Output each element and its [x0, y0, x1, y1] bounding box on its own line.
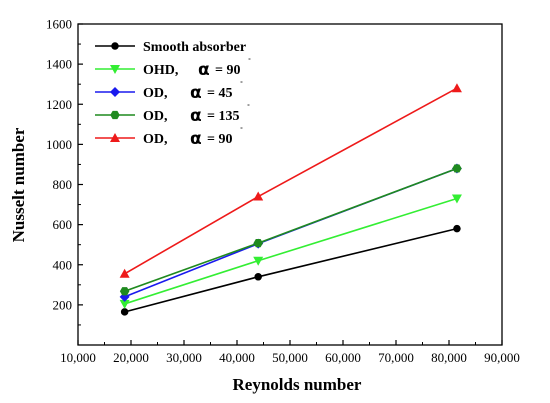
legend-angle-value: = 135 [207, 109, 239, 124]
x-tick-label: 10,000 [60, 350, 96, 365]
plot-area-frame [77, 23, 503, 346]
x-tick-label: 70,000 [378, 350, 414, 365]
data-point [253, 238, 263, 248]
x-tick-label: 50,000 [272, 350, 308, 365]
legend-angle-value: = 45 [207, 86, 232, 101]
series-1 [119, 194, 462, 309]
legend-item: Smooth absorber [95, 40, 246, 55]
data-point [119, 268, 130, 278]
series-line [124, 167, 458, 292]
series-3 [119, 164, 462, 296]
x-axis-title: Reynolds number [233, 375, 362, 394]
legend-item: OD, α = 135 ˚ [95, 103, 250, 126]
data-point [119, 299, 130, 309]
y-tick-label: 400 [53, 257, 73, 272]
y-tick-label: 1400 [46, 57, 72, 72]
legend-degree-mark: ˚ [240, 126, 243, 136]
legend-marker [110, 110, 120, 120]
y-tick-label: 1200 [46, 97, 72, 112]
legend-marker [110, 87, 120, 97]
legend-alpha-symbol: α [198, 60, 210, 80]
x-tick-label: 20,000 [113, 350, 149, 365]
legend-degree-mark: ˚ [240, 80, 243, 90]
y-tick-label: 200 [53, 297, 73, 312]
series-line [124, 227, 458, 313]
legend-alpha-symbol: α [190, 129, 202, 149]
legend-item: OD, α = 90 ˚ [95, 126, 243, 149]
y-tick-label: 1600 [46, 17, 72, 32]
legend-degree-mark: ˚ [248, 57, 251, 67]
legend-angle-value: = 90 [215, 63, 240, 78]
legend-degree-mark: ˚ [247, 103, 250, 113]
x-tick-label: 60,000 [325, 350, 361, 365]
legend-alpha-symbol: α [190, 83, 202, 103]
legend-item: OHD, α = 90 ˚ [95, 57, 251, 80]
legend-label: OD, [143, 132, 168, 147]
legend-label: OHD, [143, 63, 178, 78]
y-tick-label: 800 [53, 177, 73, 192]
data-point [120, 308, 129, 316]
x-tick-label: 80,000 [431, 350, 467, 365]
y-tick-label: 1000 [46, 137, 72, 152]
legend-label: Smooth absorber [143, 40, 246, 55]
legend-item: OD, α = 45 ˚ [95, 80, 243, 103]
series-2 [119, 163, 462, 302]
legend-angle-value: = 90 [207, 132, 232, 147]
series-4 [119, 83, 462, 278]
legend-label: OD, [143, 109, 168, 124]
series-line [124, 87, 458, 275]
y-tick-label: 600 [53, 217, 73, 232]
data-point [253, 191, 264, 201]
x-tick-label: 90,000 [484, 350, 520, 365]
legend-marker [111, 42, 119, 50]
series-line [124, 197, 458, 305]
data-point [453, 224, 461, 233]
x-tick-label: 40,000 [219, 350, 255, 365]
axis-ticks: 10,000 20,000 30,000 40,000 50,000 60,000 70,0… [46, 17, 520, 366]
legend-label: OD, [143, 86, 168, 101]
data-point [254, 273, 262, 281]
series-0 [120, 224, 461, 316]
data-point [451, 194, 462, 204]
data-point [451, 83, 462, 93]
data-point [452, 164, 462, 173]
x-tick-label: 30,000 [166, 350, 202, 365]
legend-alpha-symbol: α [190, 106, 202, 126]
series-layer [119, 83, 462, 316]
data-point [119, 287, 130, 296]
legend-marker [110, 65, 120, 74]
legend-marker [110, 133, 120, 142]
y-axis-title: Nusselt number [9, 127, 28, 242]
data-point [253, 256, 264, 266]
